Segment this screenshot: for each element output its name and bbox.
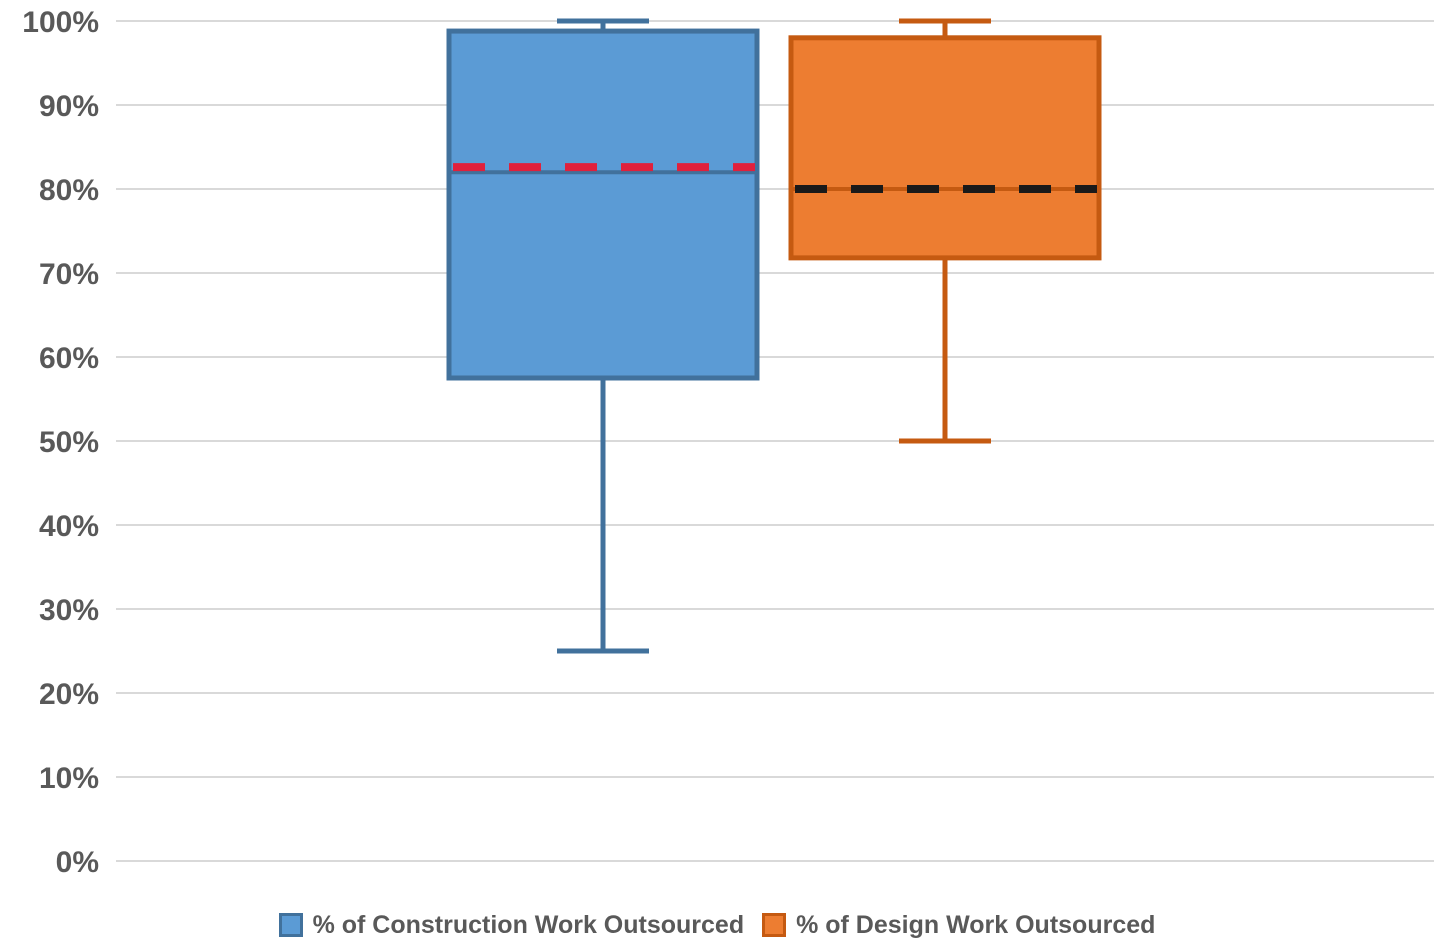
y-tick-label: 0% bbox=[56, 846, 99, 879]
legend-label-construction: % of Construction Work Outsourced bbox=[312, 910, 745, 939]
y-tick-label: 20% bbox=[39, 678, 99, 711]
y-tick-label: 70% bbox=[39, 258, 99, 291]
legend-swatch-design bbox=[762, 913, 787, 937]
box-plot-chart: 0% 10% 20% 30% 40% 50% 60% 70% 80% 90% 100% bbox=[22, 6, 1434, 879]
box-series-0 bbox=[446, 18, 760, 654]
gridlines bbox=[116, 20, 1434, 862]
boxes bbox=[446, 18, 1102, 654]
legend-label-design: % of Design Work Outsourced bbox=[796, 910, 1156, 939]
legend: % of Construction Work Outsourced % of D… bbox=[0, 908, 1434, 942]
y-tick-label: 90% bbox=[39, 90, 99, 123]
y-axis-ticks: 0% 10% 20% 30% 40% 50% 60% 70% 80% 90% 100% bbox=[22, 6, 99, 879]
y-tick-label: 50% bbox=[39, 426, 99, 459]
y-tick-label: 60% bbox=[39, 342, 99, 375]
y-tick-label: 40% bbox=[39, 510, 99, 543]
legend-entry-design: % of Design Work Outsourced bbox=[762, 911, 1155, 940]
y-tick-label: 10% bbox=[39, 762, 99, 795]
legend-swatch-construction bbox=[278, 913, 303, 937]
box-body bbox=[788, 35, 1102, 261]
box-series-1 bbox=[788, 18, 1102, 444]
legend-entry-construction: % of Construction Work Outsourced bbox=[278, 910, 745, 940]
y-tick-label: 100% bbox=[22, 6, 99, 39]
box-body bbox=[446, 28, 760, 381]
y-tick-label: 30% bbox=[39, 594, 99, 627]
y-tick-label: 80% bbox=[39, 174, 99, 207]
